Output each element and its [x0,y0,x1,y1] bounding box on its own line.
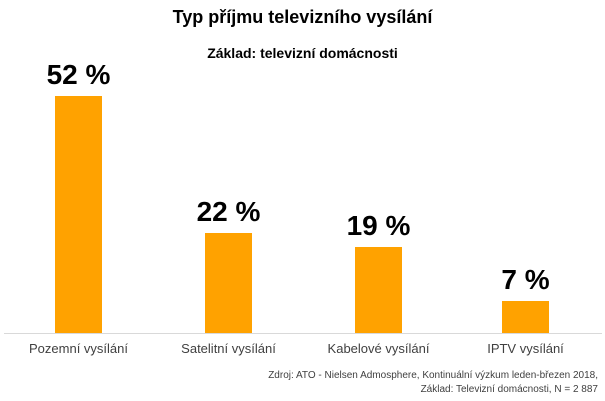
bar-4 [502,301,549,333]
source-line-2: Základ: Televizní domácnosti, N = 2 887 [420,383,598,395]
bar-value-label: 52 % [46,59,111,90]
bar-1 [55,96,102,333]
category-label: Satelitní vysílání [181,341,276,356]
category-label: Kabelové vysílání [327,341,430,356]
bar-2 [205,233,252,333]
source-note: Zdroj: ATO - Nielsen Admosphere, Kontinu… [268,369,598,396]
source-line-1: Zdroj: ATO - Nielsen Admosphere, Kontinu… [268,370,598,381]
chart-title: Typ příjmu televizního vysílání [172,7,433,27]
bar-column-2: 22 % Satelitní vysílání [154,196,304,357]
bar-value-label: 7 % [501,264,550,295]
x-axis-line [4,333,602,334]
bar-column-3: 19 % Kabelové vysílání [304,210,454,357]
category-label: IPTV vysílání [487,341,564,356]
bar-column-4: 7 % IPTV vysílání [451,264,601,357]
bar-value-label: 22 % [196,196,261,227]
category-label: Pozemní vysílání [29,341,128,356]
chart-subtitle: Základ: televizní domácnosti [207,45,398,61]
bar-value-label: 19 % [346,210,411,241]
bar-3 [355,247,402,333]
bar-column-1: 52 % Pozemní vysílání [4,59,154,357]
